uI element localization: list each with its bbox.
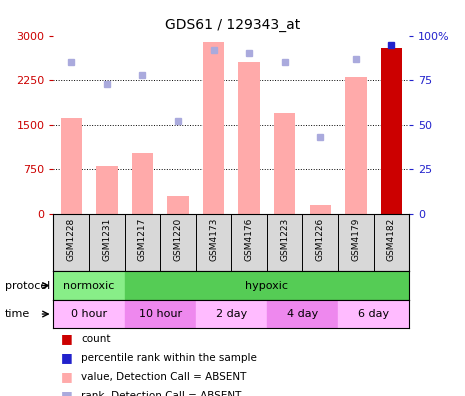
Bar [310,205,331,214]
Text: GSM1217: GSM1217 [138,218,147,261]
Text: GDS61 / 129343_at: GDS61 / 129343_at [165,18,300,32]
Text: ■: ■ [60,351,72,364]
Text: GSM1231: GSM1231 [102,218,111,261]
Text: percentile rank within the sample: percentile rank within the sample [81,353,257,363]
Text: 0 hour: 0 hour [71,309,107,319]
Bar [167,196,189,214]
Text: 2 day: 2 day [216,309,247,319]
Bar [196,300,267,328]
Text: GSM1223: GSM1223 [280,218,289,261]
Text: ■: ■ [60,389,72,396]
Text: GSM4182: GSM4182 [387,218,396,261]
Bar [239,62,260,214]
Bar [381,48,402,214]
Bar [96,166,118,214]
Text: protocol: protocol [5,280,50,291]
Text: GSM4173: GSM4173 [209,218,218,261]
Text: GSM1228: GSM1228 [67,218,76,261]
Text: 10 hour: 10 hour [139,309,182,319]
Bar [125,300,196,328]
Text: ■: ■ [60,332,72,345]
Text: time: time [5,309,30,319]
Text: ■: ■ [60,370,72,383]
Text: GSM1226: GSM1226 [316,218,325,261]
Text: GSM1220: GSM1220 [173,218,182,261]
Bar [60,118,82,214]
Text: rank, Detection Call = ABSENT: rank, Detection Call = ABSENT [81,391,242,396]
Bar [203,42,224,214]
Text: 6 day: 6 day [358,309,389,319]
Text: 4 day: 4 day [287,309,318,319]
Text: hypoxic: hypoxic [246,280,288,291]
Bar [125,271,409,300]
Bar [345,77,366,214]
Text: GSM4176: GSM4176 [245,218,253,261]
Bar [53,300,125,328]
Text: GSM4179: GSM4179 [352,218,360,261]
Text: normoxic: normoxic [63,280,115,291]
Bar [53,271,125,300]
Text: count: count [81,334,111,344]
Bar [132,153,153,214]
Bar [274,113,295,214]
Bar [267,300,338,328]
Text: value, Detection Call = ABSENT: value, Detection Call = ABSENT [81,372,247,382]
Bar [338,300,409,328]
